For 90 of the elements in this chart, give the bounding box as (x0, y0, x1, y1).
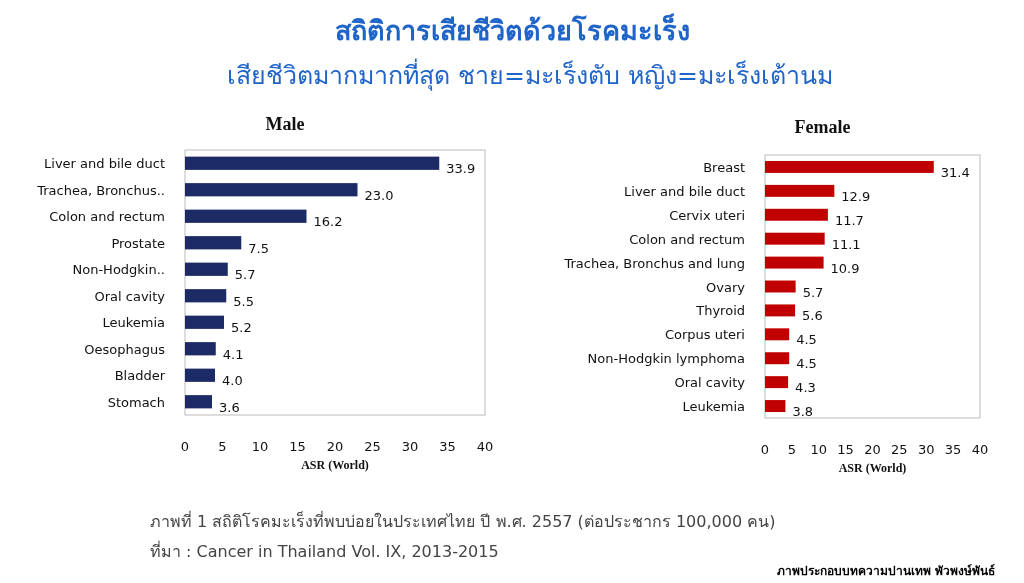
data-label: 4.1 (222, 346, 244, 362)
y-tick-label: Thyroid (695, 303, 745, 319)
y-tick-label: Leukemia (682, 399, 745, 415)
data-label: 4.5 (796, 332, 817, 348)
y-tick-label: Liver and bile duct (44, 156, 165, 172)
bar (185, 209, 307, 223)
bar (765, 208, 828, 221)
text: ภาพที่ 1 สถิติโรคมะเร็งที่พบบ่อยในประเทศไทย ปี พ.ศ. 2557 (ต่อประชากร 100,000 คน) (150, 510, 776, 531)
bar (185, 395, 212, 409)
x-tick-label: 5 (218, 439, 227, 454)
bar (185, 289, 227, 303)
x-tick-label: 40 (971, 442, 989, 457)
text: สถิติการเสียชีวิตด้วยโรคมะเร็ง (334, 13, 690, 46)
data-label: 33.9 (446, 161, 476, 177)
bar (185, 315, 224, 329)
data-label: 4.0 (222, 373, 243, 389)
data-label: 5.2 (231, 320, 252, 336)
x-axis-title: ASR (World) (838, 461, 907, 475)
y-tick-label: Bladder (114, 368, 166, 384)
y-tick-label: Oral cavity (674, 375, 746, 391)
x-tick-label: 10 (810, 442, 828, 457)
bar (765, 184, 835, 197)
text: เสียชีวิตมากมากที่สุด ชาย=มะเร็งตับ หญิง=มะเร็งเต้านม (227, 58, 833, 91)
y-tick-label: Oesophagus (84, 341, 166, 357)
bar (765, 280, 796, 293)
data-label: 11.1 (831, 236, 861, 252)
bar (765, 376, 789, 389)
bar (185, 236, 242, 250)
y-tick-label: Colon and rectum (49, 209, 165, 225)
bar (185, 342, 216, 356)
bar (185, 262, 228, 276)
data-label: 4.3 (795, 380, 816, 396)
x-tick-label: 15 (837, 442, 854, 457)
y-tick-label: Stomach (107, 394, 165, 410)
bar (185, 183, 358, 197)
x-tick-label: 20 (864, 442, 881, 457)
y-tick-label: Ovary (706, 279, 746, 295)
data-label: 12.9 (841, 188, 871, 204)
y-tick-label: Prostate (111, 235, 165, 251)
x-tick-label: 30 (917, 442, 935, 457)
bar (185, 156, 440, 170)
x-axis-title: ASR (World) (301, 458, 369, 472)
y-tick-label: Leukemia (102, 315, 165, 331)
x-tick-label: 40 (476, 439, 494, 454)
bar (765, 400, 786, 413)
chart-title: Female (794, 117, 851, 137)
data-label: 7.5 (248, 240, 269, 256)
chart-title: Male (265, 114, 305, 134)
data-label: 4.5 (796, 356, 817, 372)
bar (765, 328, 790, 341)
text: ภาพประกอบบทความปานเทพ พัวพงษ์พันธ์ (776, 564, 995, 578)
data-label: 5.7 (802, 284, 824, 300)
x-tick-label: 20 (326, 439, 344, 454)
x-tick-label: 0 (760, 442, 770, 457)
bar (765, 256, 824, 269)
data-label: 5.6 (802, 308, 823, 324)
x-tick-label: 35 (439, 439, 456, 454)
y-tick-label: Trachea, Bronchus.. (36, 182, 165, 198)
data-label: 16.2 (313, 214, 343, 230)
text: ที่มา : Cancer in Thailand Vol. IX, 2013-2015 (150, 540, 499, 561)
x-tick-label: 0 (180, 439, 190, 454)
x-tick-label: 35 (944, 442, 962, 457)
data-label: 10.9 (830, 260, 860, 276)
data-label: 31.4 (940, 164, 970, 180)
x-tick-label: 25 (364, 439, 381, 454)
y-tick-label: Corpus uteri (664, 327, 745, 343)
y-tick-label: Oral cavity (94, 288, 166, 304)
y-tick-label: Breast (703, 159, 745, 175)
bar (185, 368, 215, 382)
data-label: 5.5 (233, 293, 254, 309)
y-tick-label: Non-Hodgkin lymphoma (587, 351, 745, 367)
y-tick-label: Colon and rectum (629, 231, 745, 247)
y-tick-label: Cervix uteri (669, 207, 745, 223)
x-tick-label: 30 (401, 439, 419, 454)
x-tick-label: 15 (289, 439, 306, 454)
bar (765, 304, 796, 317)
x-tick-label: 10 (251, 439, 269, 454)
bar (765, 352, 790, 365)
y-tick-label: Liver and bile duct (624, 183, 745, 199)
data-label: 5.7 (234, 267, 256, 283)
bar (765, 232, 825, 245)
y-tick-label: Trachea, Bronchus and lung (563, 255, 745, 271)
x-tick-label: 5 (787, 442, 797, 457)
data-label: 3.6 (219, 399, 240, 415)
data-label: 3.8 (792, 404, 814, 420)
y-tick-label: Non-Hodgkin.. (72, 262, 165, 278)
data-label: 23.0 (364, 187, 394, 203)
bar (765, 160, 934, 173)
data-label: 11.7 (834, 212, 864, 228)
x-tick-label: 25 (891, 442, 908, 457)
